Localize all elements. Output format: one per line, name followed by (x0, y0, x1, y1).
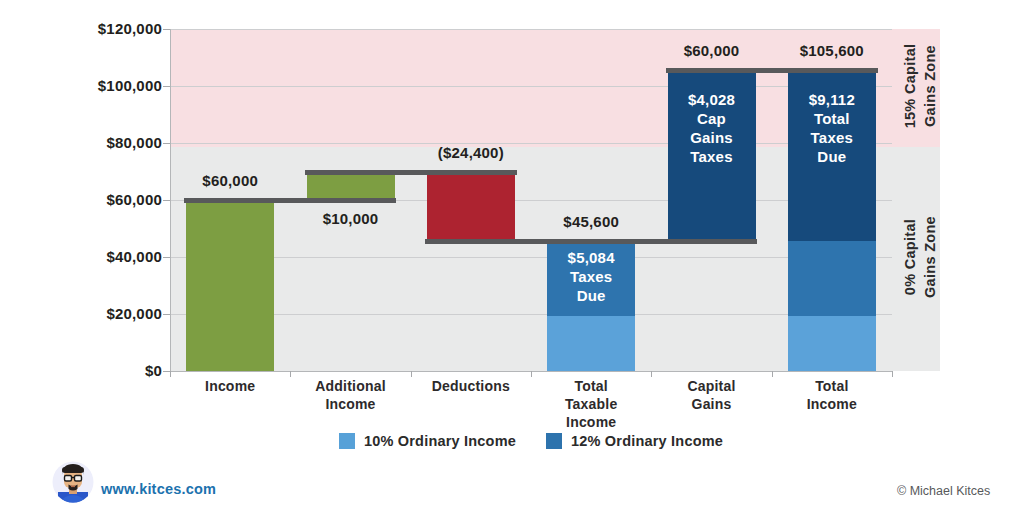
y-axis-line (170, 29, 171, 371)
kitces-avatar-logo-icon (52, 461, 94, 503)
bar-total-income-segment (788, 316, 876, 371)
bar-total-taxable-income-inner-label: $5,084TaxesDue (547, 248, 635, 305)
y-axis-tick (163, 200, 170, 201)
y-tick-label: $20,000 (40, 305, 162, 322)
gridline-120000 (170, 29, 892, 30)
copyright-text: © Michael Kitces (897, 484, 990, 498)
x-axis-label-capital-gains: CapitalGains (652, 377, 772, 413)
y-tick-label: $40,000 (40, 248, 162, 265)
x-axis-label-additional-income: AdditionalIncome (291, 377, 411, 413)
y-axis-tick (163, 86, 170, 87)
y-tick-label: $60,000 (40, 191, 162, 208)
gridline-100000 (170, 86, 892, 87)
bar-income-segment (186, 200, 274, 371)
legend-label: 10% Ordinary Income (364, 433, 516, 449)
connector-45600 (425, 239, 758, 244)
bar-capital-gains-inner-label: $4,028CapGainsTaxes (668, 90, 756, 166)
x-axis-label-total-taxable-income: TotalTaxableIncome (531, 377, 651, 432)
connector-60000 (184, 198, 396, 203)
x-axis-label-total-income: TotalIncome (772, 377, 892, 413)
y-tick-label: $80,000 (40, 134, 162, 151)
y-axis-tick (163, 29, 170, 30)
y-axis-tick (163, 314, 170, 315)
legend-label: 12% Ordinary Income (571, 433, 723, 449)
y-tick-label: $100,000 (40, 77, 162, 94)
bar-total-taxable-income-segment (547, 316, 635, 371)
legend-swatch-icon (339, 433, 355, 449)
zone-label-0pct: 0% CapitalGains Zone (900, 177, 940, 337)
kitces-website-link[interactable]: www.kitces.com (101, 481, 216, 497)
y-axis-tick (163, 257, 170, 258)
legend-swatch-icon (546, 433, 562, 449)
bar-income-value-label: $60,000 (160, 172, 300, 189)
connector-105600 (666, 68, 878, 73)
x-axis-label-income: Income (170, 377, 290, 395)
bar-total-income-inner-label: $9,112TotalTaxesDue (788, 90, 876, 166)
zone-label-15pct: 15% CapitalGains Zone (900, 6, 940, 166)
bar-capital-gains-value-label: $60,000 (642, 42, 782, 59)
x-axis-tick (892, 371, 893, 377)
legend-item: 12% Ordinary Income (546, 433, 723, 449)
bar-deductions-value-label: ($24,400) (401, 144, 541, 161)
y-tick-label: $0 (40, 362, 162, 379)
bar-additional-income-segment (307, 172, 395, 201)
gridline-40000 (170, 257, 892, 258)
legend-item: 10% Ordinary Income (339, 433, 516, 449)
bar-additional-income-value-label: $10,000 (281, 210, 421, 227)
y-axis-tick (163, 371, 170, 372)
bar-total-income-value-label: $105,600 (762, 42, 902, 59)
connector-70000 (305, 170, 517, 175)
bar-total-taxable-income-value-label: $45,600 (521, 213, 661, 230)
legend: 10% Ordinary Income 12% Ordinary Income (170, 433, 892, 449)
y-tick-label: $120,000 (40, 20, 162, 37)
kitces-capital-gains-waterfall-chart: $0 $20,000 $40,000 $60,000 $80,000 $100,000 $1… (0, 0, 1024, 516)
y-axis-tick (163, 143, 170, 144)
chart-plot-area: $0 $20,000 $40,000 $60,000 $80,000 $100,000 $1… (0, 0, 1024, 516)
x-axis-label-deductions: Deductions (411, 377, 531, 395)
gridline-20000 (170, 314, 892, 315)
bar-deductions-segment (427, 172, 515, 242)
bar-total-income-segment (788, 241, 876, 316)
